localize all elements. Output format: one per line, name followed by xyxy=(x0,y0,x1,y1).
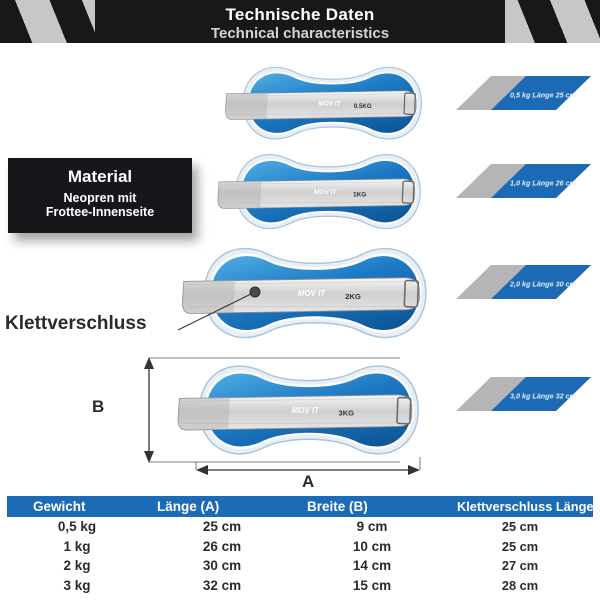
svg-text:0,5 kg Länge 25 cm: 0,5 kg Länge 25 cm xyxy=(510,91,577,100)
svg-text:0.5KG: 0.5KG xyxy=(354,103,372,110)
svg-text:2KG: 2KG xyxy=(345,291,361,300)
svg-text:3,0 kg Länge 32 cm: 3,0 kg Länge 32 cm xyxy=(510,392,577,401)
svg-text:3KG: 3KG xyxy=(339,408,355,417)
svg-text:MOV IT: MOV IT xyxy=(313,189,337,196)
svg-text:MOV IT: MOV IT xyxy=(292,405,320,414)
svg-text:1KG: 1KG xyxy=(353,192,366,199)
svg-text:MOV IT: MOV IT xyxy=(298,288,327,297)
svg-text:2,0 kg Länge 30 cm: 2,0 kg Länge 30 cm xyxy=(509,280,577,289)
svg-text:1,0 kg Länge 26 cm: 1,0 kg Länge 26 cm xyxy=(510,179,577,188)
svg-text:MOV IT: MOV IT xyxy=(319,100,342,107)
